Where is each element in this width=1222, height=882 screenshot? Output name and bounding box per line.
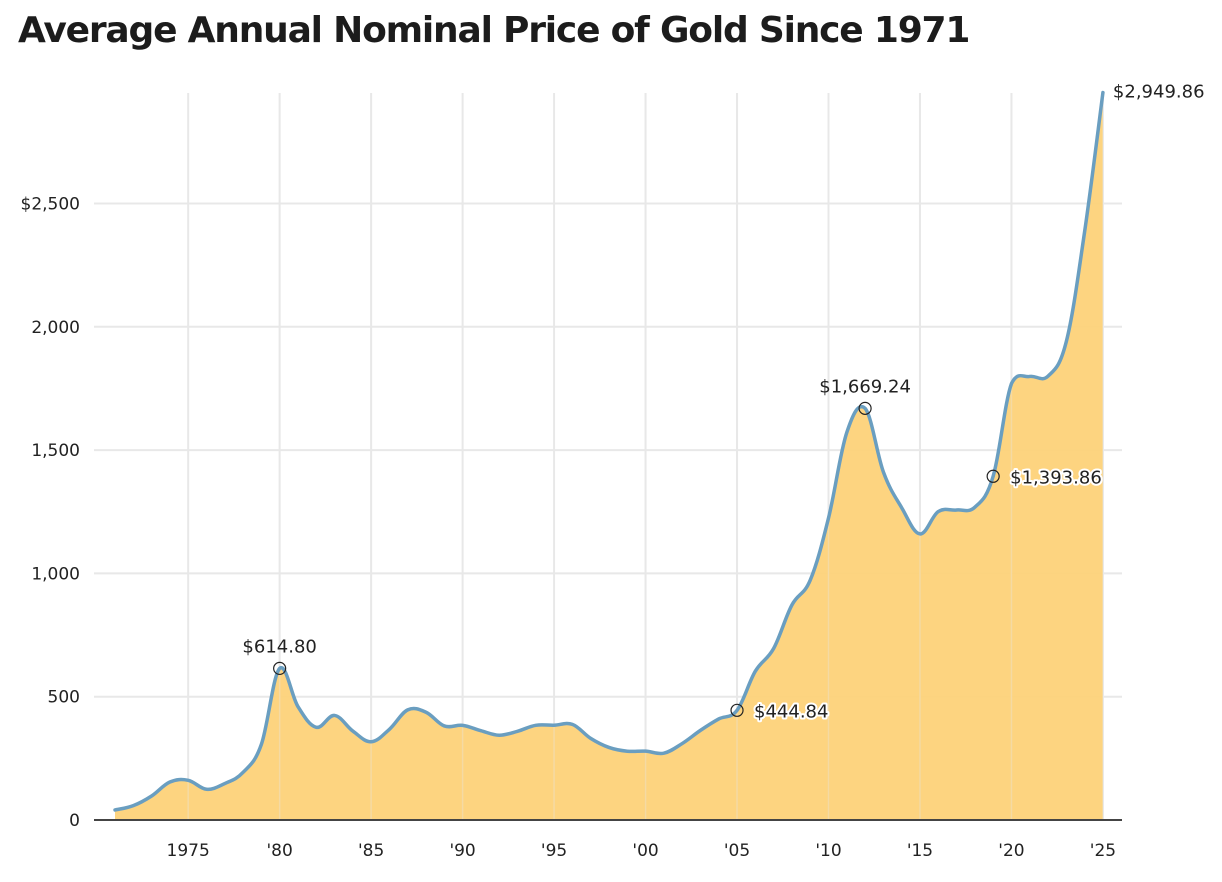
x-tick-label: '10 (815, 841, 841, 861)
annotation-marker (273, 661, 287, 675)
annotation-marker (986, 469, 1000, 483)
y-tick-label: $2,500 (21, 195, 80, 215)
x-tick-label: '80 (266, 841, 292, 861)
annotation-marker (730, 703, 744, 717)
annotation-label: $2,949.86 (1113, 82, 1205, 103)
y-tick-label: 1,500 (31, 441, 80, 461)
x-tick-label: '85 (358, 841, 384, 861)
annotations: $614.80 $444.84 $1,669.24 $1,393.86 $2,949.8… (242, 80, 1206, 725)
annotation-label: $1,393.86 (1010, 467, 1102, 488)
x-tick-label: 1975 (167, 841, 210, 861)
y-axis-ticks: 0 500 1,000 1,500 2,000 $2,500 (21, 195, 80, 832)
x-tick-label: '05 (724, 841, 750, 861)
annotation-marker (858, 401, 872, 415)
y-tick-label: 0 (69, 811, 80, 831)
y-tick-label: 2,000 (31, 318, 80, 338)
price-line (113, 90, 1105, 812)
x-tick-label: '90 (449, 841, 475, 861)
annotation-label: $614.80 (242, 636, 316, 657)
x-tick-label: '95 (541, 841, 567, 861)
x-axis-ticks: 1975 '80 '85 '90 '95 '00 '05 '10 '15 '20 '25 (167, 841, 1117, 861)
chart-title: Average Annual Nominal Price of Gold Sin… (18, 10, 970, 51)
x-tick-label: '00 (632, 841, 658, 861)
x-tick-label: '25 (1090, 841, 1116, 861)
y-tick-label: 1,000 (31, 564, 80, 584)
annotation-label: $444.84 (754, 701, 828, 722)
x-tick-label: '20 (998, 841, 1024, 861)
price-area (115, 92, 1103, 821)
y-tick-label: 500 (48, 688, 80, 708)
annotation-label: $1,669.24 (819, 376, 911, 397)
x-tick-label: '15 (907, 841, 933, 861)
